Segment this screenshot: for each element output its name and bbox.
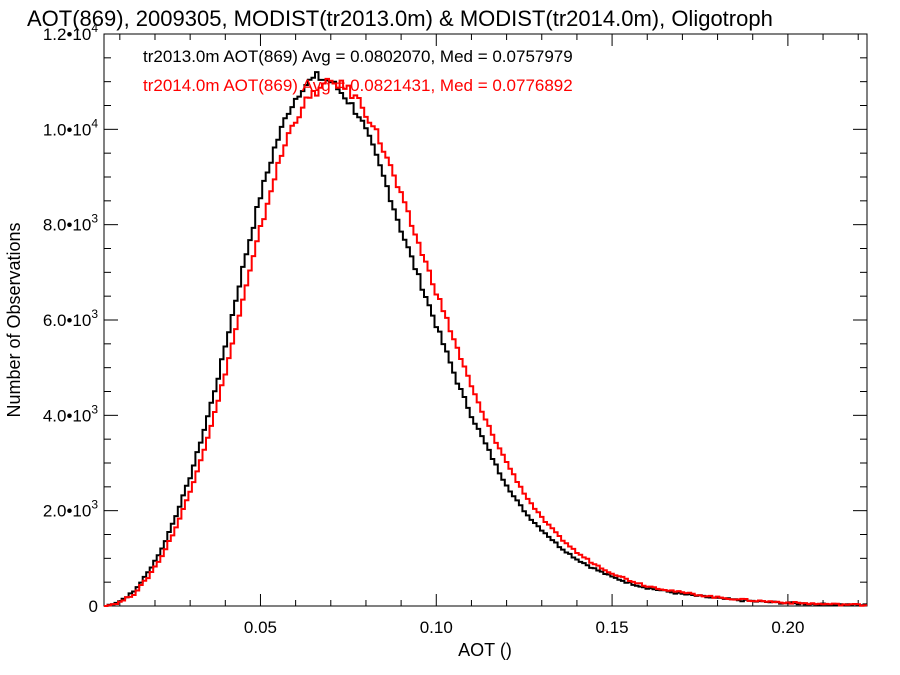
chart-title: AOT(869), 2009305, MODIST(tr2013.0m) & M… [27, 6, 773, 31]
y-tick-label: 1.2•104 [43, 21, 99, 44]
y-tick-label: 1.0•104 [43, 116, 99, 139]
y-tick-label: 0 [89, 597, 98, 616]
series-layer [104, 71, 867, 607]
x-tick-label: 0.10 [420, 618, 453, 637]
y-axis: 0 2.0•103 4.0•103 6.0•103 8.0•103 1.0•104 1.2•… [43, 21, 867, 616]
y-tick-label: 4.0•103 [43, 402, 99, 425]
series-line-2 [104, 77, 867, 607]
y-tick-label: 6.0•103 [43, 307, 99, 330]
legend-entry-1: tr2013.0m AOT(869) Avg = 0.0802070, Med … [143, 47, 573, 66]
x-tick-label: 0.20 [771, 618, 804, 637]
x-axis-label: AOT () [458, 640, 512, 660]
x-tick-label: 0.05 [244, 618, 277, 637]
y-tick-label: 2.0•103 [43, 498, 99, 521]
legend-entry-2: tr2014.0m AOT(869) Avg = 0.0821431, Med … [143, 76, 573, 95]
y-axis-label: Number of Observations [4, 222, 24, 417]
x-tick-label: 0.15 [596, 618, 629, 637]
y-tick-label: 8.0•103 [43, 212, 99, 235]
